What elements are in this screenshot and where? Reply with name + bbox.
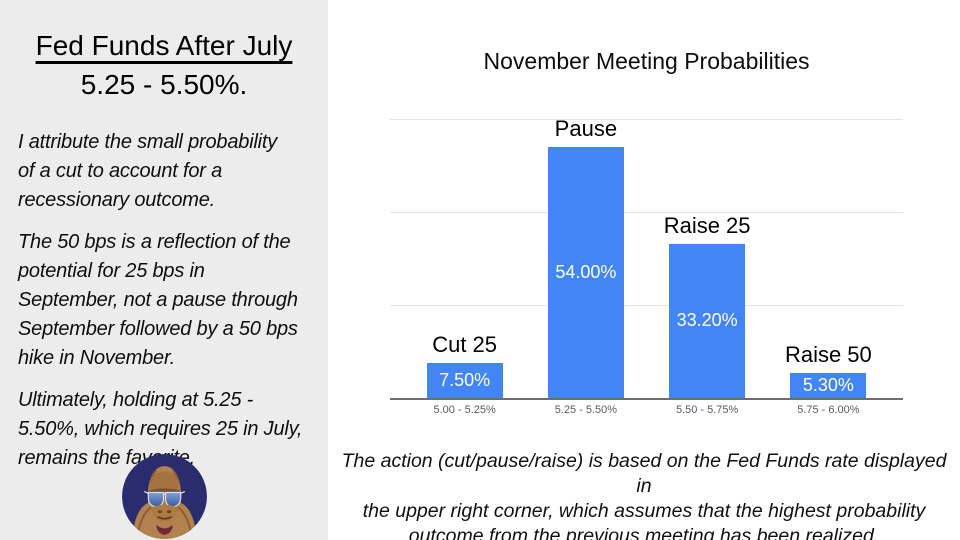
bar-cut-25: 7.50% [426,363,503,398]
bar-annotation-pause: Pause [554,115,618,141]
gridline [390,305,903,306]
chart-title: November Meeting Probabilities [483,48,810,74]
bar-value-raise-50: 5.30% [802,375,854,396]
bar-pause: 54.00% [547,146,624,398]
sidebar: Fed Funds After July 5.25 - 5.50%. I att… [0,0,328,540]
chart-column-raise-50: Raise 50 5.30% [768,119,889,398]
sidebar-title-line2: 5.25 - 5.50%. [80,69,248,100]
x-axis-labels: 5.00 - 5.25% 5.25 - 5.50% 5.50 - 5.75% 5.75… [404,404,889,416]
chart-column-raise-25: Raise 25 33.20% [647,119,768,398]
sidebar-paragraph-2: The 50 bps is a reflection of the potent… [18,231,298,369]
bar-annotation-raise-25: Raise 25 [663,212,751,238]
chart-plot: Cut 25 7.50% Pause 54.00% Raise 25 33.20% Rais… [390,115,903,400]
bar-value-cut-25: 7.50% [439,370,491,391]
gridline [390,212,903,213]
x-axis-label-3: 5.50 - 5.75% [675,404,739,416]
bar-raise-50: 5.30% [790,373,867,398]
chart-column-cut-25: Cut 25 7.50% [404,119,525,398]
x-axis-label-1: 5.00 - 5.25% [433,404,496,416]
sidebar-title: Fed Funds After July 5.25 - 5.50%. [16,26,312,101]
bar-annotation-raise-50: Raise 50 [784,342,872,368]
chart-panel: November Meeting Probabilities Cut 25 7.5… [328,0,960,540]
bar-value-pause: 54.00% [555,261,617,282]
bar-raise-25: 33.20% [669,243,746,398]
chart-caption: The action (cut/pause/raise) is based on… [341,450,947,540]
x-axis-label-2: 5.25 - 5.50% [554,404,618,416]
bar-annotation-cut-25: Cut 25 [432,332,498,358]
gridline [390,119,903,120]
gorilla-avatar-icon [122,454,207,539]
chart-bars: Cut 25 7.50% Pause 54.00% Raise 25 33.20% Rais… [404,115,889,398]
sidebar-title-line1: Fed Funds After July [35,30,293,61]
bar-value-raise-25: 33.20% [676,310,738,331]
x-axis-label-4: 5.75 - 6.00% [797,404,860,416]
chart-column-pause: Pause 54.00% [525,115,646,398]
sidebar-paragraph-1: I attribute the small probability of a c… [18,131,278,211]
